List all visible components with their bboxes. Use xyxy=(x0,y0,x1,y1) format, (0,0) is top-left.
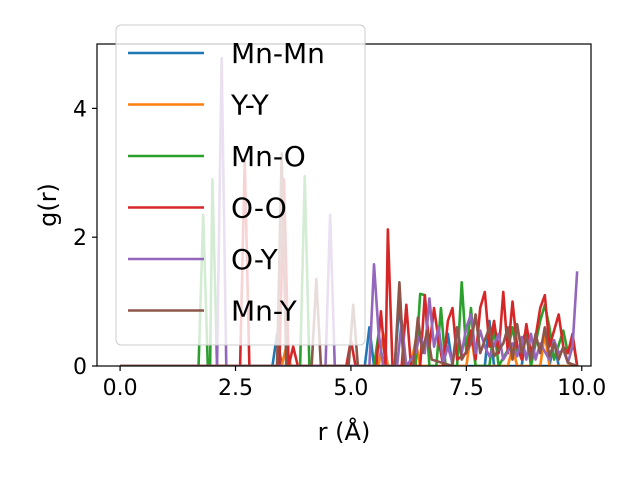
legend-label-o-o: O-O xyxy=(231,192,287,225)
legend: Mn-Mn Y-Y Mn-O O-O O-Y Mn-Y xyxy=(115,24,366,346)
y-tick-label: 0 xyxy=(73,355,87,380)
legend-label-mn-o: Mn-O xyxy=(231,140,306,173)
x-axis-label: r (Å) xyxy=(318,417,371,446)
series-line-mn-mn xyxy=(120,300,578,366)
legend-label-mn-mn: Mn-Mn xyxy=(231,37,325,70)
x-tick-label: 7.5 xyxy=(449,376,484,401)
legend-label-mn-y: Mn-Y xyxy=(231,295,298,328)
legend-label-o-y: O-Y xyxy=(231,243,279,276)
ticks-layer: 0.0 2.5 5.0 7.5 10.0 0 2 4 xyxy=(73,97,606,401)
y-tick-label: 2 xyxy=(73,226,87,251)
y-tick-label: 4 xyxy=(73,97,87,122)
series-line-mn-o xyxy=(120,174,579,366)
x-tick-label: 5.0 xyxy=(333,376,368,401)
x-tick-label: 2.5 xyxy=(218,376,253,401)
x-tick-label: 0.0 xyxy=(103,376,138,401)
x-tick-label: 10.0 xyxy=(557,376,606,401)
series-layer xyxy=(120,56,579,366)
y-axis-label: g(r) xyxy=(34,183,62,227)
series-line-mn-y xyxy=(120,152,578,366)
legend-label-y-y: Y-Y xyxy=(230,89,270,122)
